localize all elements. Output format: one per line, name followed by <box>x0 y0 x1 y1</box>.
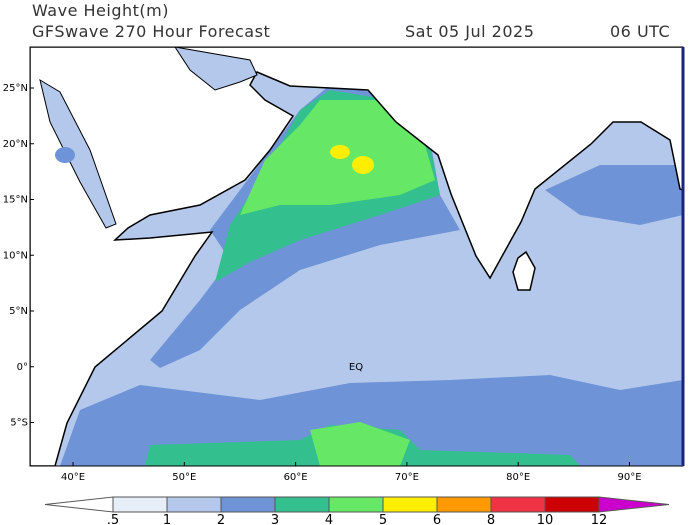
colorbar-label: .5 <box>107 513 119 525</box>
colorbar-label: 1 <box>163 513 171 525</box>
wave-region <box>545 165 683 225</box>
title: Wave Height(m) <box>32 1 169 20</box>
colorbar-label: 8 <box>487 513 495 525</box>
colorbar-segment <box>166 496 222 513</box>
colorbar-label: 2 <box>217 513 225 525</box>
lon-label: 60°E <box>284 472 308 483</box>
lon-label: 90°E <box>617 472 641 483</box>
lon-label: 50°E <box>172 472 196 483</box>
colorbar-segment <box>436 496 492 513</box>
colorbar-label: 3 <box>271 513 279 525</box>
lat-label: 5°N <box>9 306 28 317</box>
lon-label: 80°E <box>506 472 530 483</box>
subtitle: GFSwave 270 Hour Forecast <box>32 22 270 41</box>
red-sea <box>39 78 117 229</box>
colorbar-arrow <box>598 496 670 513</box>
wave-region <box>310 422 410 466</box>
colorbar-segment <box>112 496 168 513</box>
colorbar-segment <box>328 496 384 513</box>
wave-region <box>330 145 350 159</box>
lat-label: 10°N <box>3 250 28 261</box>
sri-lanka <box>512 250 536 291</box>
red-sea-patch <box>55 147 75 163</box>
colorbar-label: 5 <box>379 513 387 525</box>
colorbar-arrow <box>44 496 114 513</box>
lat-label: 5°S <box>10 418 28 429</box>
time: 06 UTC <box>610 22 670 41</box>
colorbar-label: 6 <box>433 513 441 525</box>
colorbar-label: 10 <box>537 513 554 525</box>
wave-region <box>352 156 374 174</box>
lat-label: 20°N <box>3 139 28 150</box>
colorbar-segment <box>544 496 600 513</box>
colorbar-segment <box>220 496 276 513</box>
wave-bands <box>60 85 683 466</box>
lon-label: 70°E <box>395 472 419 483</box>
persian-gulf <box>174 47 258 91</box>
lat-label: 15°N <box>3 195 28 206</box>
date: Sat 05 Jul 2025 <box>405 22 534 41</box>
map-area <box>30 47 683 466</box>
equator-label: EQ <box>349 362 363 373</box>
colorbar-segment <box>382 496 438 513</box>
colorbar-label: 4 <box>325 513 333 525</box>
axes: 25°N 20°N 15°N 10°N 5°N 0° 5°S 40°E 50°E 60°E 70°E… <box>3 83 642 483</box>
land <box>30 47 683 466</box>
colorbar-segment <box>274 496 330 513</box>
colorbar-label: 12 <box>591 513 608 525</box>
colorbar-segment <box>490 496 546 513</box>
lon-label: 40°E <box>61 472 85 483</box>
colorbar: .5 1 2 3 4 5 6 8 10 12 <box>44 496 670 525</box>
lat-label: 25°N <box>3 83 28 94</box>
lat-label: 0° <box>17 362 28 373</box>
